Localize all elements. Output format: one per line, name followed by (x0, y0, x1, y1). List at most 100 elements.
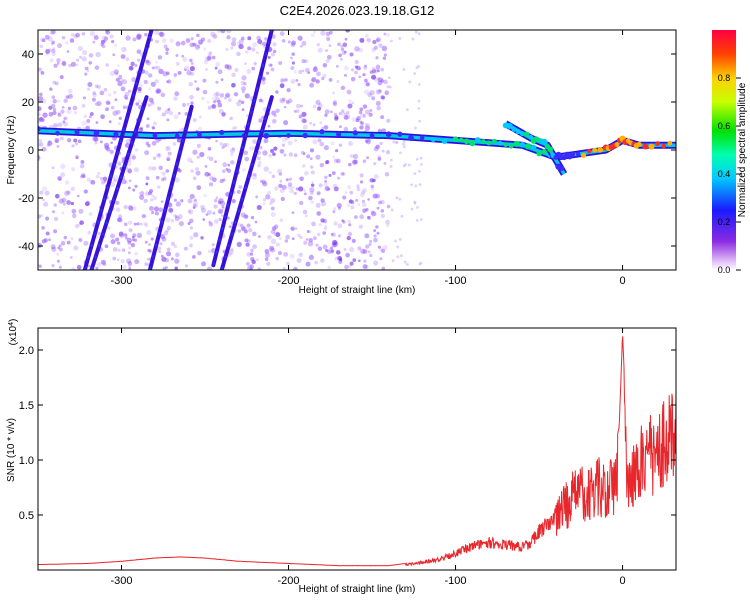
speckle-point (399, 254, 403, 258)
speckle-point (151, 211, 155, 215)
speckle-point (330, 141, 335, 146)
speckle-point (385, 150, 391, 155)
heatmap-blob (497, 140, 503, 146)
speckle-point (339, 258, 343, 262)
speckle-point (333, 112, 338, 116)
speckle-point (280, 98, 285, 104)
speckle-point (115, 207, 121, 212)
speckle-point (97, 172, 101, 175)
speckle-point (75, 58, 80, 62)
speckle-point (283, 120, 289, 126)
speckle-point (58, 198, 64, 204)
speckle-point (341, 219, 345, 222)
speckle-point (298, 252, 303, 257)
colorbar-tick-label: 0.6 (718, 121, 731, 131)
speckle-point (202, 78, 207, 83)
speckle-point (308, 254, 315, 261)
speckle-point (204, 164, 208, 168)
speckle-point (357, 259, 361, 263)
speckle-point (66, 190, 71, 195)
speckle-point (51, 48, 56, 54)
speckle-point (230, 160, 235, 165)
speckle-point (344, 112, 348, 116)
speckle-point (137, 99, 141, 103)
speckle-point (317, 47, 323, 53)
speckle-point (38, 156, 41, 160)
speckle-point (66, 200, 72, 205)
speckle-point (303, 240, 308, 245)
speckle-point (342, 195, 347, 200)
speckle-point (158, 31, 164, 37)
speckle-point (46, 143, 50, 148)
speckle-point (173, 114, 179, 120)
speckle-point (303, 189, 307, 192)
speckle-point (249, 267, 253, 270)
heatmap-blob (419, 135, 425, 141)
speckle-point (94, 102, 99, 106)
speckle-point (123, 233, 128, 237)
speckle-point (356, 184, 360, 188)
speckle-point (63, 235, 68, 240)
speckle-point (217, 208, 224, 214)
speckle-point (190, 160, 194, 164)
speckle-point (162, 176, 167, 181)
speckle-point (225, 142, 230, 147)
speckle-point (51, 166, 55, 170)
speckle-point (115, 109, 121, 115)
speckle-point (130, 243, 136, 248)
speckle-point (373, 229, 377, 233)
speckle-point (167, 151, 172, 156)
speckle-point (349, 261, 354, 266)
speckle-point (230, 248, 234, 252)
speckle-point (398, 37, 402, 40)
speckle-point (64, 190, 70, 196)
colorbar-axes: 0.0 0.2 0.4 0.6 0.8 (718, 73, 741, 275)
speckle-point (392, 140, 396, 144)
speckle-point (40, 70, 45, 75)
speckle-point (94, 141, 98, 145)
speckle-point (254, 220, 258, 224)
speckle-point (144, 150, 150, 156)
speckle-point (290, 78, 296, 84)
speckle-point (358, 67, 362, 71)
speckle-point (214, 160, 217, 164)
speckle-point (210, 31, 216, 37)
speckle-point (327, 38, 331, 42)
speckle-point (343, 50, 347, 54)
speckle-point (126, 237, 132, 243)
speckle-point (62, 120, 66, 124)
heatmap-blob (302, 132, 308, 139)
speckle-point (419, 218, 423, 221)
speckle-point (182, 103, 187, 108)
speckle-point (371, 74, 377, 80)
speckle-point (345, 252, 350, 258)
speckle-point (309, 187, 315, 193)
speckle-point (187, 157, 193, 163)
speckle-point (147, 191, 152, 196)
speckle-point (349, 154, 354, 158)
speckle-point (305, 238, 309, 241)
heatmap-blob (636, 141, 642, 147)
speckle-point (121, 178, 127, 185)
speckle-point (170, 241, 175, 246)
speckle-point (365, 82, 370, 87)
speckle-point (50, 244, 56, 250)
speckle-point (38, 156, 41, 162)
speckle-point (362, 159, 367, 163)
speckle-point (105, 63, 109, 67)
speckle-point (360, 121, 364, 125)
speckle-point (199, 41, 203, 45)
speckle-point (278, 237, 282, 241)
speckle-point (131, 235, 135, 239)
speckle-point (371, 66, 376, 71)
speckle-point (246, 252, 251, 257)
colorbar (712, 30, 736, 270)
snr-plot-area (38, 336, 676, 567)
speckle-point (264, 248, 270, 254)
speckle-point (342, 220, 346, 224)
speckle-point (165, 228, 170, 233)
speckle-point (379, 257, 383, 261)
speckle-point (225, 93, 230, 98)
speckle-point (117, 162, 122, 167)
heatmap-blob (586, 148, 592, 154)
